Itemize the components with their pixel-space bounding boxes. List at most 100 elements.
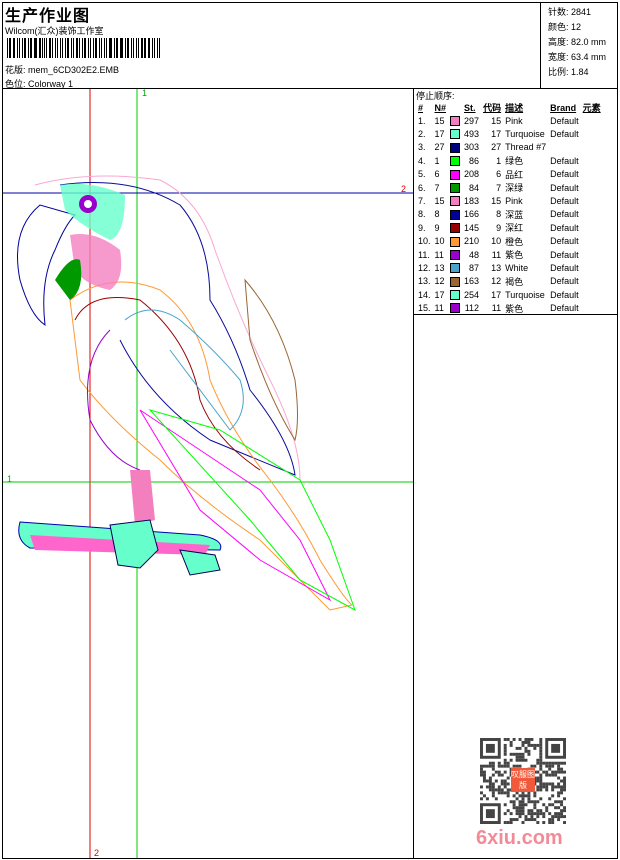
barcode-bar bbox=[46, 38, 48, 58]
color-swatch bbox=[450, 142, 461, 153]
barcode-bar bbox=[12, 38, 14, 58]
table-row: 4. 1 86 1 绿色 Default bbox=[416, 154, 603, 167]
foot-right bbox=[179, 549, 221, 576]
row-index: 6. bbox=[418, 182, 426, 193]
thread-brand: Default bbox=[550, 262, 579, 273]
column-header: St. bbox=[464, 102, 476, 113]
stitch-count: 166 bbox=[464, 209, 480, 220]
needle-number: 10 bbox=[434, 236, 445, 247]
row-index: 7. bbox=[418, 196, 426, 207]
needle-number: 13 bbox=[434, 262, 445, 273]
stitch-count: 针数: 2841 bbox=[548, 7, 592, 17]
wing-brown bbox=[244, 278, 298, 442]
color-swatch-cell bbox=[448, 248, 462, 261]
throat-green bbox=[55, 259, 82, 300]
row-index: 9. bbox=[418, 222, 426, 233]
row-index: 5. bbox=[418, 169, 426, 180]
color-swatch-cell bbox=[448, 275, 462, 288]
thread-brand: Default bbox=[550, 169, 579, 180]
barcode-bar bbox=[30, 38, 32, 58]
thread-brand: Default bbox=[550, 115, 579, 126]
barcode-bar bbox=[98, 38, 100, 58]
stitch-count: 183 bbox=[464, 196, 480, 207]
barcode-bar bbox=[135, 38, 138, 58]
table-row: 10. 10 210 10 橙色 Default bbox=[416, 235, 603, 248]
barcode-bar bbox=[81, 38, 84, 58]
color-swatch-cell bbox=[448, 168, 462, 181]
color-swatch-cell bbox=[448, 114, 462, 127]
barcode-bar bbox=[141, 38, 144, 58]
row-index: 4. bbox=[418, 155, 426, 166]
needle-number: 6 bbox=[434, 169, 440, 180]
barcode-bar bbox=[14, 38, 15, 58]
color-swatch bbox=[450, 169, 461, 180]
thread-brand: Default bbox=[550, 155, 579, 166]
thread-brand: Default bbox=[550, 249, 579, 260]
needle-number: 9 bbox=[434, 222, 440, 233]
color-swatch bbox=[450, 209, 461, 220]
element bbox=[581, 141, 603, 154]
table-row: 2. 17 493 17 Turquoise Default bbox=[416, 127, 603, 140]
thread-description: 深红 bbox=[505, 223, 524, 234]
barcode-bar bbox=[105, 38, 107, 58]
eye-center bbox=[84, 200, 92, 208]
info-box: 针数: 2841 颜色: 12 高度: 82.0 mm 宽度: 63.4 mm … bbox=[548, 5, 606, 80]
color-swatch bbox=[450, 116, 461, 126]
table-row: 7. 15 183 15 Pink Default bbox=[416, 194, 603, 207]
element bbox=[581, 288, 603, 301]
barcode-bar bbox=[114, 38, 116, 58]
thread-brand: Default bbox=[550, 289, 579, 300]
thread-brand: Default bbox=[550, 129, 579, 140]
tail-green bbox=[148, 409, 356, 612]
thread-description: Thread #7 bbox=[505, 142, 547, 153]
design-width: 宽度: 63.4 mm bbox=[548, 52, 607, 62]
element bbox=[581, 181, 603, 194]
table-row: 9. 9 145 9 深红 Default bbox=[416, 221, 603, 234]
row-index: 14. bbox=[418, 289, 431, 300]
column-header: 代码 bbox=[483, 103, 502, 113]
row-index: 8. bbox=[418, 209, 426, 220]
thread-description: 褐色 bbox=[505, 276, 524, 287]
color-swatch-cell bbox=[448, 288, 462, 301]
row-index: 3. bbox=[418, 142, 426, 153]
table-row: 13. 12 163 12 褐色 Default bbox=[416, 275, 603, 288]
barcode-bar bbox=[93, 38, 94, 58]
wing-outline-red bbox=[74, 297, 261, 471]
thread-code: 27 bbox=[491, 142, 502, 153]
color-swatch bbox=[450, 182, 461, 193]
needle-number: 15 bbox=[434, 115, 445, 126]
head-turquoise bbox=[60, 183, 125, 240]
table-row: 11. 11 48 11 紫色 Default bbox=[416, 248, 603, 261]
barcode-bar bbox=[19, 38, 21, 58]
needle-number: 17 bbox=[434, 129, 445, 140]
stitch-count: 145 bbox=[464, 222, 480, 233]
barcode-bar bbox=[151, 38, 154, 58]
element bbox=[581, 154, 603, 167]
cheek-pink bbox=[70, 234, 122, 290]
barcode-bar bbox=[22, 38, 24, 58]
barcode-bar bbox=[33, 38, 35, 58]
needle-number: 11 bbox=[434, 249, 444, 260]
thread-code: 7 bbox=[496, 182, 502, 193]
table-row: 15. 11 112 11 紫色 Default bbox=[416, 301, 603, 314]
page-title: 生产作业图 bbox=[5, 8, 91, 25]
studio-name: Wilcom(汇众)装饰工作室 bbox=[5, 26, 104, 36]
wing-outline-cyan bbox=[124, 309, 244, 431]
stitch-count: 48 bbox=[469, 249, 480, 260]
element bbox=[581, 127, 603, 140]
barcode-bar bbox=[64, 38, 67, 58]
stitch-count: 303 bbox=[464, 142, 480, 153]
stitch-count: 493 bbox=[464, 129, 480, 140]
barcode-bar bbox=[71, 38, 73, 58]
element bbox=[581, 221, 603, 234]
color-swatch bbox=[450, 263, 461, 274]
barcode-bar bbox=[76, 38, 79, 58]
thread-description: Pink bbox=[505, 115, 523, 126]
stitch-count: 297 bbox=[464, 115, 480, 126]
color-swatch-cell bbox=[448, 154, 462, 167]
thread-code: 17 bbox=[491, 289, 502, 300]
color-count: 颜色: 12 bbox=[548, 22, 582, 32]
needle-number: 8 bbox=[434, 209, 440, 220]
color-swatch-cell bbox=[448, 194, 462, 207]
table-row: 12. 13 87 13 White Default bbox=[416, 261, 603, 274]
